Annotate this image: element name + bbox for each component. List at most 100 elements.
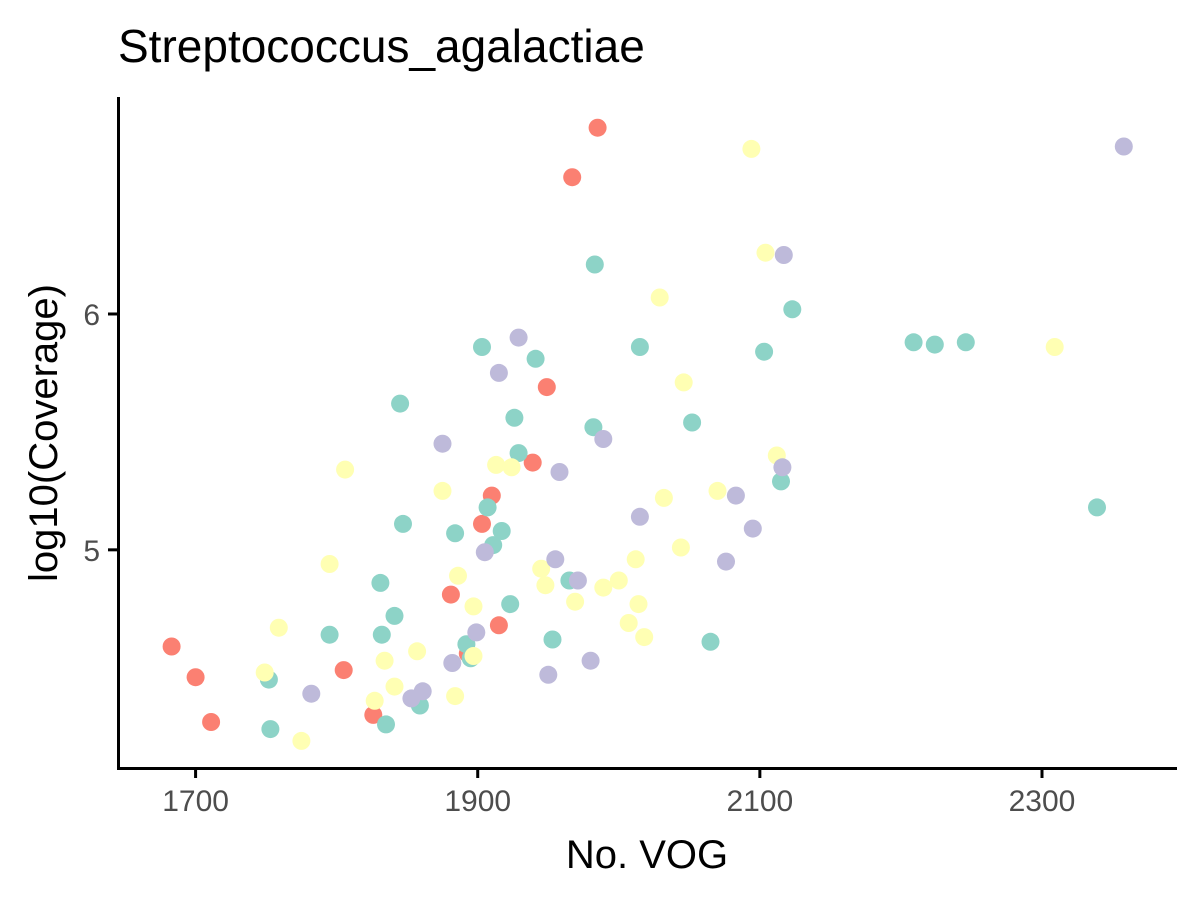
data-point	[1114, 137, 1133, 156]
data-point	[630, 507, 649, 526]
data-point	[385, 677, 404, 696]
data-point	[532, 559, 551, 578]
data-point	[364, 705, 383, 724]
data-point	[708, 481, 727, 500]
data-point	[743, 519, 762, 538]
data-point	[726, 486, 745, 505]
data-point	[408, 642, 427, 661]
data-point	[609, 571, 628, 590]
data-point	[773, 458, 792, 477]
data-point	[619, 614, 638, 632]
data-point	[630, 338, 649, 356]
data-point	[629, 595, 648, 614]
data-point	[509, 444, 528, 463]
data-point	[334, 661, 353, 680]
data-point	[371, 573, 390, 592]
data-point	[563, 168, 582, 187]
data-point	[585, 255, 604, 274]
data-point	[654, 488, 673, 507]
data-point	[683, 413, 702, 432]
data-point	[261, 720, 280, 739]
data-point	[546, 550, 565, 569]
data-point	[473, 338, 491, 356]
data-point	[783, 300, 802, 319]
data-point	[756, 243, 775, 262]
data-point	[186, 668, 205, 687]
data-point	[464, 647, 483, 665]
data-point	[904, 333, 923, 352]
data-point	[478, 498, 497, 517]
data-point	[372, 625, 391, 644]
data-point	[717, 552, 735, 571]
data-point	[391, 394, 410, 413]
data-point	[449, 566, 467, 585]
data-point	[701, 632, 720, 651]
data-point	[568, 571, 587, 590]
data-point	[509, 328, 528, 347]
data-point	[377, 715, 395, 734]
data-point	[650, 288, 669, 307]
data-point	[202, 713, 221, 731]
data-point	[539, 665, 558, 684]
data-point	[443, 654, 462, 672]
data-point	[489, 616, 508, 635]
data-point	[523, 453, 542, 472]
data-point	[464, 597, 483, 616]
x-tick-label: 2300	[1009, 785, 1076, 818]
y-axis-ticks: 56	[83, 299, 118, 568]
data-point	[292, 731, 311, 750]
points-layer	[162, 118, 1133, 750]
y-tick-label: 5	[83, 535, 100, 568]
data-point	[594, 578, 613, 597]
data-point	[492, 522, 511, 540]
data-point	[473, 514, 491, 533]
data-point	[413, 682, 432, 701]
data-point	[467, 623, 486, 642]
data-point	[320, 625, 339, 644]
data-point	[385, 606, 404, 625]
data-point	[1045, 338, 1064, 356]
data-point	[626, 550, 645, 569]
data-point	[550, 463, 569, 481]
data-point	[487, 455, 506, 474]
data-point	[671, 538, 690, 557]
data-point	[742, 139, 761, 158]
data-point	[594, 430, 613, 448]
data-point	[1088, 498, 1106, 517]
data-point	[489, 363, 508, 382]
data-point	[162, 637, 181, 656]
data-point	[925, 335, 944, 354]
data-point	[446, 524, 465, 543]
data-point	[755, 342, 774, 361]
data-point	[269, 618, 288, 637]
data-point	[543, 630, 562, 649]
data-point	[501, 595, 520, 614]
data-point	[446, 687, 465, 706]
data-point	[581, 651, 600, 670]
y-axis-label: log10(Coverage)	[22, 284, 66, 582]
data-point	[505, 408, 524, 427]
data-point	[537, 378, 556, 397]
data-point	[584, 418, 603, 437]
data-point	[433, 481, 452, 500]
y-tick-label: 6	[83, 299, 100, 332]
x-tick-label: 1700	[162, 785, 229, 818]
x-tick-label: 1900	[444, 785, 511, 818]
data-point	[772, 472, 790, 491]
data-point	[526, 349, 545, 368]
data-point	[674, 373, 693, 392]
data-point	[566, 592, 585, 611]
x-axis-label: No. VOG	[566, 833, 728, 877]
data-point	[375, 651, 394, 670]
data-point	[502, 458, 521, 477]
data-point	[588, 118, 607, 137]
data-point	[635, 628, 654, 647]
data-point	[365, 691, 384, 710]
x-axis-ticks: 1700 1900 2100 2300	[162, 768, 1075, 818]
data-point	[320, 555, 339, 573]
x-tick-label: 2100	[726, 785, 793, 818]
data-point	[536, 576, 555, 595]
data-point	[302, 684, 321, 703]
data-point	[394, 514, 412, 533]
